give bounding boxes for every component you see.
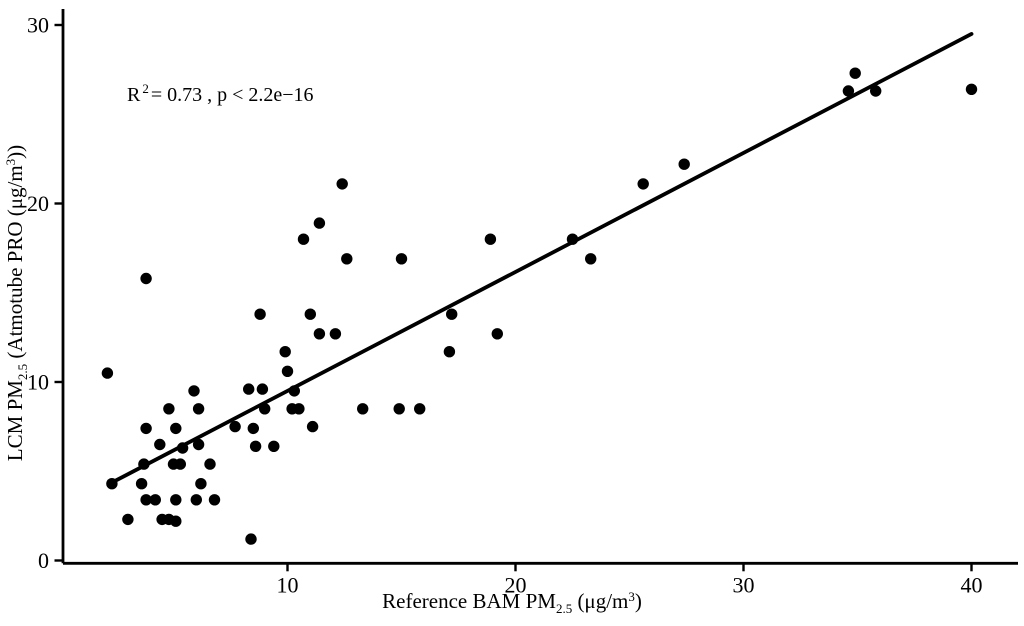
data-point [678, 158, 690, 170]
data-point [195, 478, 207, 490]
data-point [254, 308, 266, 320]
annotation-r: R [127, 84, 141, 106]
data-point [229, 420, 241, 433]
data-point [395, 253, 408, 265]
data-point [336, 178, 348, 190]
data-point [204, 458, 216, 470]
data-point [256, 383, 269, 395]
data-point [313, 217, 326, 229]
x-tick-label: 10 [277, 572, 299, 597]
data-point [249, 440, 262, 452]
regression-line [107, 32, 974, 486]
data-point [208, 494, 221, 506]
x-axis-title-close: ) [634, 589, 642, 613]
data-point [188, 385, 200, 397]
y-axis-title-text: LCM PM [3, 380, 27, 462]
data-point [174, 458, 186, 470]
y-tick-label: 20 [27, 191, 49, 216]
data-point [491, 328, 503, 340]
data-point [393, 403, 405, 415]
y-tick-label: 0 [38, 548, 49, 573]
data-point [140, 272, 152, 285]
data-point [313, 328, 326, 340]
data-point [135, 478, 148, 490]
data-point [192, 438, 205, 451]
data-point [122, 513, 134, 526]
data-point [446, 308, 458, 320]
data-point [585, 253, 597, 265]
data-point [140, 494, 152, 506]
data-point [637, 178, 649, 190]
data-point [140, 422, 152, 435]
x-tick-label: 30 [733, 572, 755, 597]
data-point [154, 438, 166, 451]
data-point [192, 403, 205, 415]
x-axis-title-superscript: 3 [628, 589, 635, 604]
x-tick-label: 20 [505, 572, 527, 597]
data-point [170, 515, 182, 527]
x-axis-title-unit: (μg/m [572, 589, 629, 613]
data-point [341, 253, 353, 265]
y-tick-label: 30 [27, 13, 49, 38]
data-point [268, 440, 280, 452]
data-point [247, 422, 259, 435]
annotation-exponent: 2 [142, 81, 149, 96]
annotation-rest: = 0.73 , p < 2.2e−16 [150, 84, 314, 106]
data-point [484, 233, 497, 245]
x-axis-title-text: Reference BAM PM [382, 589, 556, 613]
data-point [870, 85, 882, 97]
x-tick-label: 40 [961, 572, 983, 597]
data-point [279, 346, 291, 358]
x-axis-title-subscript: 2.5 [555, 601, 573, 616]
data-point [293, 403, 305, 415]
data-point [304, 308, 316, 320]
data-point [842, 85, 855, 97]
y-axis-title-superscript: 3 [3, 158, 18, 166]
y-axis-title-close: )) [3, 144, 27, 159]
data-point [101, 367, 114, 379]
data-point [170, 422, 182, 435]
data-point [149, 494, 161, 506]
data-point [849, 67, 861, 79]
data-point [306, 420, 319, 433]
y-tick-label: 10 [27, 370, 49, 395]
data-point [414, 403, 426, 415]
y-axis-title-unit: (Atmotube PRO (μg/m [3, 165, 27, 364]
data-point [243, 383, 255, 395]
data-point [170, 494, 182, 506]
data-point [190, 494, 202, 506]
data-point [281, 365, 294, 377]
data-point [297, 233, 310, 245]
data-point [357, 403, 369, 415]
data-point [965, 83, 978, 96]
data-point [443, 346, 456, 358]
r-squared-annotation: R 2 = 0.73 , p < 2.2e−16 [127, 81, 314, 107]
y-axis-title: LCM PM2.5 (Atmotube PRO (μg/m3)) [3, 144, 30, 462]
data-point [163, 403, 175, 415]
data-point [329, 328, 342, 340]
data-point [245, 533, 257, 545]
x-axis-title: Reference BAM PM2.5 (μg/m3) [382, 589, 642, 616]
y-axis-title-subscript: 2.5 [15, 363, 30, 381]
